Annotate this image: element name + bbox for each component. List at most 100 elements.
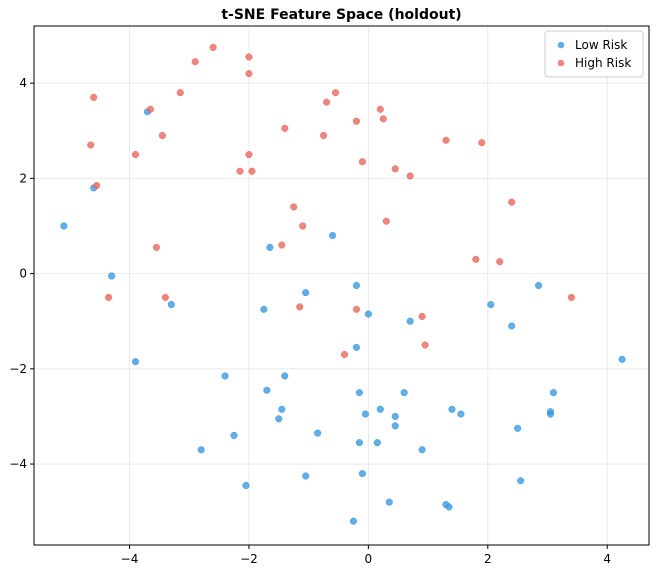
data-point [508,198,516,206]
data-point [278,241,286,249]
data-point [158,131,166,140]
x-tick-label: 4 [603,552,611,566]
grid-layer [34,26,649,545]
data-point [260,305,268,313]
data-point [60,222,68,230]
data-point [400,389,408,397]
data-point [534,281,543,290]
data-point [514,424,522,432]
x-tick-label: 0 [365,552,373,566]
data-point [242,481,250,490]
data-point [340,350,349,359]
data-point [352,281,360,290]
data-point [549,389,558,397]
data-point [314,429,322,437]
data-point [418,446,426,454]
data-point [281,124,289,132]
data-point [445,503,453,511]
x-tick-label: −4 [121,552,139,566]
ticks-layer: −4 −2 0 2 4 −4 −2 0 2 4 [9,76,611,566]
data-point [209,43,217,51]
data-point [508,322,516,330]
legend-marker [557,41,565,49]
data-point [385,498,393,506]
data-point [152,243,160,251]
data-point [517,477,525,485]
data-point [299,222,307,230]
data-point [328,231,337,240]
data-point [567,293,575,301]
data-point [131,358,140,366]
data-point [349,517,357,525]
data-point [373,439,381,447]
data-point [478,139,486,147]
data-point [546,410,555,418]
data-point [355,389,363,397]
data-point [290,203,298,211]
series-1 [87,43,575,359]
data-point [496,258,504,266]
data-point [358,470,366,478]
data-point [245,151,253,159]
data-point [263,386,271,394]
data-point [391,422,399,430]
data-point [352,117,360,125]
data-point [90,93,98,101]
data-point [406,172,414,180]
data-point [391,165,399,173]
data-point [191,58,199,66]
data-point [236,167,244,175]
data-point [266,243,274,251]
data-point [331,89,340,97]
data-point [302,289,310,297]
y-tick-label: 2 [19,171,27,185]
data-point [248,167,256,175]
series-0 [60,108,626,525]
y-tick-label: −2 [9,362,27,376]
data-point [376,105,384,113]
data-point [352,343,360,351]
data-point [323,98,331,106]
data-point [391,412,399,420]
y-tick-label: −4 [9,457,27,471]
data-point [197,446,205,454]
legend-label: Low Risk [575,38,627,52]
legend-marker [557,59,565,67]
data-point [406,317,414,325]
data-point [361,410,369,418]
data-point [278,405,286,413]
data-point [230,431,238,440]
y-tick-label: 0 [19,267,27,281]
x-tick-label: 2 [484,552,492,566]
legend-label: High Risk [575,56,631,70]
data-point [418,312,426,320]
chart-title: t-SNE Feature Space (holdout) [221,7,461,23]
data-point [176,89,184,97]
plot-frame [33,25,650,546]
data-point [281,372,289,380]
data-point [161,293,169,301]
data-point [472,255,480,263]
x-tick-label: −2 [240,552,258,566]
data-point [358,158,366,166]
data-point [421,341,429,349]
data-point [376,405,384,413]
data-point [93,181,101,190]
data-point [302,472,310,480]
data-point [457,410,465,418]
data-point [167,300,175,309]
data-point [442,136,450,144]
data-point [105,293,113,301]
y-tick-label: 4 [19,76,27,90]
data-point [221,372,229,380]
data-point [296,303,304,311]
data-point [320,131,328,140]
data-point [87,141,95,149]
data-point [146,105,154,113]
data-point [245,53,253,61]
data-point [618,355,626,363]
data-point [382,217,390,225]
data-point [364,310,372,318]
